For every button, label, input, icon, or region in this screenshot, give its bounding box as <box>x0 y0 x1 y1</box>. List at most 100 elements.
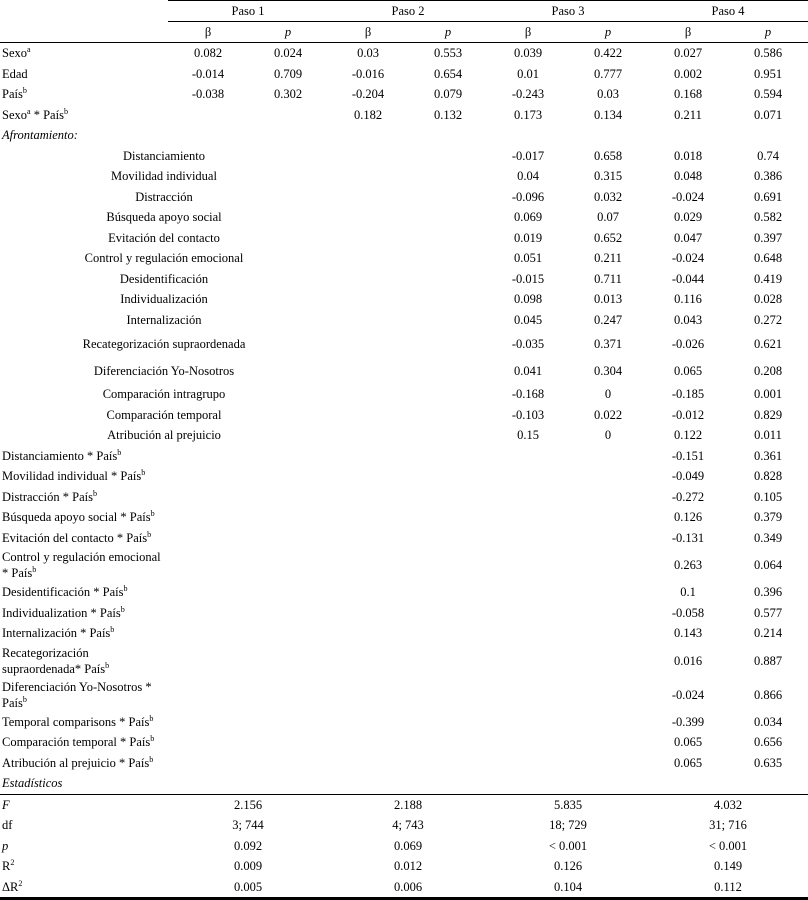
beta-value-paso4: -0.399 <box>671 714 705 729</box>
stats-row: F 2.156 2.188 5.835 4.032 <box>0 795 808 816</box>
p-value-paso4: 0.397 <box>753 230 783 245</box>
table-row: Recategorización supraordenada* Paísb 0.0… <box>0 644 808 678</box>
p-value-paso4: 0.594 <box>753 87 783 102</box>
table-row: Distracción * Paísb -0.272 0.105 <box>0 487 808 508</box>
row-label: Evitación del contacto * Paísb <box>2 529 152 545</box>
beta-value-paso3: 0.019 <box>513 230 543 245</box>
beta-value-paso3: 0.045 <box>513 312 543 327</box>
p-value-paso4: 0.361 <box>753 448 783 463</box>
row-label: Recategorización supraordenada <box>82 336 246 351</box>
p-value-paso4: 0.001 <box>753 387 783 402</box>
beta-value-paso4: 0.043 <box>673 312 703 327</box>
statistics-block: F 2.156 2.188 5.835 4.032 df 3; 744 4; 743 18; 7… <box>0 793 808 898</box>
p-header-paso4: p <box>764 25 772 39</box>
p-value-paso3: 0.03 <box>597 87 619 102</box>
beta-value-paso2: -0.016 <box>351 66 385 81</box>
beta-value-paso4: 0.116 <box>674 292 702 307</box>
row-label: Búsqueda apoyo social <box>106 210 222 225</box>
table-row: Comparación intragrupo -0.168 0 -0.185 0.001 <box>0 384 808 405</box>
stats-value-paso3: 0.126 <box>553 859 583 874</box>
beta-value-paso4: 0.027 <box>673 46 703 61</box>
row-label: Desidentificación * Paísb <box>2 584 128 600</box>
p-value-paso3: 0.211 <box>594 251 622 266</box>
beta-value-paso4: -0.024 <box>671 189 705 204</box>
beta-value-paso3: 0.051 <box>513 251 543 266</box>
p-value-paso4: 0.828 <box>753 469 783 484</box>
p-value-paso2: 0.654 <box>433 66 463 81</box>
p-value-paso4: 0.621 <box>753 336 783 351</box>
table-row: Comparación temporal -0.103 0.022 -0.012 0.8… <box>0 405 808 426</box>
beta-value-paso3: -0.096 <box>511 189 545 204</box>
p-value-paso4: 0.034 <box>753 714 783 729</box>
row-label: Búsqueda apoyo social * Paísb <box>2 509 155 525</box>
p-header-paso1: p <box>284 25 292 39</box>
table-row: Individualización 0.098 0.013 0.116 0.028 <box>0 289 808 310</box>
p-value-paso4: 0.071 <box>753 107 783 122</box>
row-label: Distracción * Paísb <box>2 488 98 504</box>
beta-value-paso4: -0.272 <box>671 489 705 504</box>
table-row: Internalización * Paísb 0.143 0.214 <box>0 623 808 644</box>
row-label: Sexoa * Paísb <box>2 106 69 122</box>
table-row: Sexoa 0.082 0.024 0.03 0.553 0.039 0.422 0.027 0… <box>0 43 808 64</box>
beta-value-paso4: -0.024 <box>671 687 705 702</box>
table-row: Atribución al prejuicio * Paísb 0.065 0.63… <box>0 753 808 774</box>
row-label: Estadísticos <box>2 776 63 791</box>
bottom-rule <box>0 897 808 900</box>
beta-value-paso4: 0.065 <box>673 755 703 770</box>
beta-value-paso4: 0.143 <box>673 626 703 641</box>
p-value-paso3: 0.022 <box>593 407 623 422</box>
beta-value-paso3: 0.173 <box>513 107 543 122</box>
beta-value-paso4: 0.211 <box>674 107 702 122</box>
beta-value-paso3: 0.039 <box>513 46 543 61</box>
p-value-paso4: 0.214 <box>753 626 783 641</box>
table-row: Desidentificación * Paísb 0.1 0.396 <box>0 582 808 603</box>
stats-value-paso4: 0.112 <box>714 879 742 894</box>
p-value-paso3: 0.013 <box>593 292 623 307</box>
p-value-paso4: 0.028 <box>753 292 783 307</box>
beta-value-paso4: 0.126 <box>673 510 703 525</box>
beta-value-paso3: 0.04 <box>517 169 539 184</box>
beta-value-paso2: -0.204 <box>351 87 385 102</box>
p-value-paso4: 0.577 <box>753 605 783 620</box>
table-row: Distanciamiento * Paísb -0.151 0.361 <box>0 446 808 467</box>
beta-value-paso4: -0.151 <box>671 448 705 463</box>
beta-value-paso3: -0.243 <box>511 87 545 102</box>
table-header-groups-row: Paso 1 Paso 2 Paso 3 Paso 4 <box>0 0 808 22</box>
table-row: Evitación del contacto * Paísb -0.131 0.34… <box>0 528 808 549</box>
beta-value-paso3: -0.015 <box>511 271 545 286</box>
stats-value-paso1: 0.092 <box>233 838 263 853</box>
row-label: Temporal comparisons * Paísb <box>2 713 154 729</box>
beta-value-paso1: -0.038 <box>191 87 225 102</box>
stats-value-paso2: 4; 743 <box>392 818 424 833</box>
p-value-paso3: 0.247 <box>593 312 623 327</box>
p-value-paso4: 0.866 <box>753 687 783 702</box>
p-header-paso2: p <box>444 25 452 39</box>
beta-value-paso3: 0.01 <box>517 66 539 81</box>
table-row: Afrontamiento: <box>0 125 808 146</box>
p-value-paso4: 0.586 <box>753 46 783 61</box>
beta-value-paso3: -0.017 <box>511 148 545 163</box>
p-value-paso4: 0.105 <box>753 489 783 504</box>
stats-row-label: p <box>2 838 9 853</box>
beta-value-paso4: -0.131 <box>671 530 705 545</box>
row-label: Desidentificación <box>119 271 209 286</box>
table-row: Movilidad individual 0.04 0.315 0.048 0.386 <box>0 166 808 187</box>
table-row: Movilidad individual * Paísb -0.049 0.828 <box>0 466 808 487</box>
table-row: Comparación temporal * Paísb 0.065 0.656 <box>0 732 808 753</box>
table-row: Internalización 0.045 0.247 0.043 0.272 <box>0 310 808 331</box>
stats-value-paso2: 0.069 <box>393 838 423 853</box>
column-groups: Paso 1 Paso 2 Paso 3 Paso 4 <box>168 0 808 22</box>
beta-value-paso4: 0.048 <box>673 169 703 184</box>
table-row: Evitación del contacto 0.019 0.652 0.047 0.3… <box>0 228 808 249</box>
beta-value-paso4: -0.026 <box>671 336 705 351</box>
row-label: Atribución al prejuicio <box>107 428 221 443</box>
beta-value-paso4: 0.122 <box>673 428 703 443</box>
beta-value-paso4: 0.168 <box>673 87 703 102</box>
beta-value-paso4: 0.018 <box>673 148 703 163</box>
row-label: Individualization * Paísb <box>2 604 125 620</box>
beta-value-paso4: -0.185 <box>671 387 705 402</box>
p-value-paso3: 0.652 <box>593 230 623 245</box>
table-row: Diferenciación Yo-Nosotros 0.041 0.304 0.06… <box>0 357 808 384</box>
p-value-paso4: 0.386 <box>753 169 783 184</box>
